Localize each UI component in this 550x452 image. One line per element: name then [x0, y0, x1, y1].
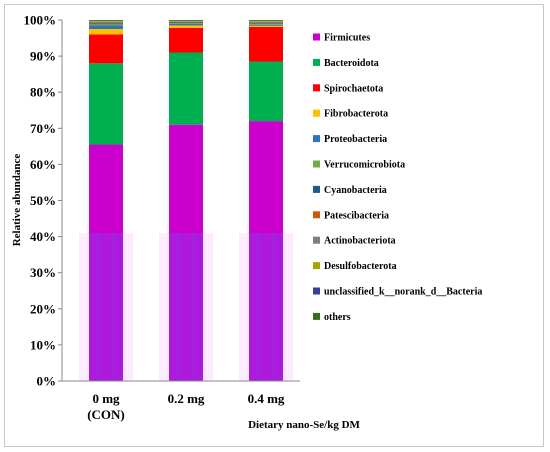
legend-swatch-unclassified-k-norank-d-bacteria: [313, 287, 320, 295]
highlight-bar-overlay-3: [249, 232, 283, 381]
bar-segment-firmicutes-1: [89, 144, 123, 381]
bar-segment-fibrobacterota-2: [169, 25, 203, 28]
bar-segment-spirochaetota-3: [249, 26, 283, 62]
bar-segment-patescibacteria-1: [89, 22, 123, 24]
legend-swatch-proteobacteria: [313, 135, 320, 143]
highlight-band-2: [159, 232, 213, 381]
x-category-label: 0.4 mg: [248, 391, 285, 406]
legend-label-fibrobacterota: Fibrobacterota: [324, 109, 388, 120]
bar-segment-others-1: [89, 20, 123, 21]
y-tick-label: 60%: [30, 157, 56, 172]
legend-label-actinobacteriota: Actinobacteriota: [324, 236, 396, 247]
y-tick-label: 90%: [30, 49, 56, 64]
legend-label-firmicutes: Firmicutes: [324, 33, 370, 44]
legend-label-verrucomicrobiota: Verrucomicrobiota: [324, 160, 405, 171]
bar-segment-firmicutes-3: [249, 121, 283, 381]
highlight-stripe-1-2: [112, 232, 116, 381]
legend-swatch-desulfobacterota: [313, 262, 320, 270]
y-tick-label: 40%: [30, 229, 56, 244]
y-tick-label: 20%: [30, 301, 56, 316]
highlight-stripe-3-1: [256, 232, 260, 381]
legend-label-desulfobacterota: Desulfobacterota: [324, 261, 397, 272]
bar-segment-bacteroidota-2: [169, 52, 203, 125]
bar-segment-verrucomicrobiota-3: [249, 23, 283, 25]
bar-segment-proteobacteria-3: [249, 24, 283, 26]
y-tick-label: 0%: [37, 374, 57, 389]
legend-swatch-others: [313, 312, 320, 320]
highlight-band-1: [79, 232, 133, 381]
bar-segment-proteobacteria-2: [169, 23, 203, 26]
legend-label-bacteroidota: Bacteroidota: [324, 58, 379, 69]
bar-segment-firmicutes-2: [169, 124, 203, 381]
y-tick-label: 50%: [30, 193, 56, 208]
legend-swatch-actinobacteriota: [313, 236, 320, 244]
y-axis-title: Relative abundance: [11, 154, 23, 247]
bar-segment-verrucomicrobiota-1: [89, 24, 123, 26]
bar-segment-verrucomicrobiota-2: [169, 23, 203, 24]
legend-label-patescibacteria: Patescibacteria: [324, 210, 389, 221]
bar-segment-proteobacteria-1: [89, 25, 123, 30]
bar-segment-cyanobacteria-2: [169, 22, 203, 24]
x-category-label: (CON): [87, 407, 125, 422]
highlight-bar-overlay-2: [169, 232, 203, 381]
y-tick-label: 10%: [30, 337, 56, 352]
legend-swatch-firmicutes: [313, 33, 320, 41]
bar-segment-spirochaetota-1: [89, 34, 123, 64]
bar-segment-others-3: [249, 20, 283, 21]
bar-segment-patescibacteria-3: [249, 22, 283, 24]
legend-swatch-spirochaetota: [313, 84, 320, 92]
bar-segment-spirochaetota-2: [169, 27, 203, 53]
y-tick-label: 80%: [30, 85, 56, 100]
bar-segment-bacteroidota-1: [89, 63, 123, 145]
highlight-stripe-3-2: [272, 232, 276, 381]
bar-segment-actinobacteriota-3: [249, 21, 283, 23]
bar-segment-cyanobacteria-3: [249, 23, 283, 24]
highlight-stripe-2-1: [176, 232, 180, 381]
legend-swatch-bacteroidota: [313, 58, 320, 66]
x-category-label: 0.2 mg: [168, 391, 205, 406]
highlight-stripe-1-1: [96, 232, 100, 381]
legend-label-proteobacteria: Proteobacteria: [324, 134, 387, 145]
y-tick-label: 30%: [30, 265, 56, 280]
bar-segment-cyanobacteria-1: [89, 23, 123, 25]
legend-swatch-verrucomicrobiota: [313, 160, 320, 168]
bar-segment-actinobacteriota-1: [89, 21, 123, 23]
bar-segment-others-2: [169, 20, 203, 21]
highlight-band-3: [239, 232, 293, 381]
bar-segment-fibrobacterota-1: [89, 29, 123, 35]
y-tick-label: 70%: [30, 121, 56, 136]
bar-segment-bacteroidota-3: [249, 61, 283, 122]
legend-swatch-cyanobacteria: [313, 185, 320, 193]
bar-segment-patescibacteria-2: [169, 21, 203, 23]
legend-swatch-fibrobacterota: [313, 109, 320, 117]
legend-swatch-patescibacteria: [313, 211, 320, 219]
bar-segment-desulfobacterota-1: [89, 21, 123, 22]
legend-label-others: others: [324, 312, 351, 323]
bar-segment-fibrobacterota-3: [249, 25, 283, 27]
legend-label-unclassified-k-norank-d-bacteria: unclassified_k__norank_d__Bacteria: [324, 287, 482, 298]
legend-label-spirochaetota: Spirochaetota: [324, 83, 383, 94]
bar-segment-desulfobacterota-3: [249, 21, 283, 22]
y-tick-label: 100%: [24, 13, 57, 28]
x-category-label: 0 mg: [92, 391, 120, 406]
x-axis-title: Dietary nano-Se/kg DM: [248, 419, 360, 431]
legend-label-cyanobacteria: Cyanobacteria: [324, 185, 387, 196]
highlight-bar-overlay-1: [89, 232, 123, 381]
highlight-stripe-2-2: [192, 232, 196, 381]
